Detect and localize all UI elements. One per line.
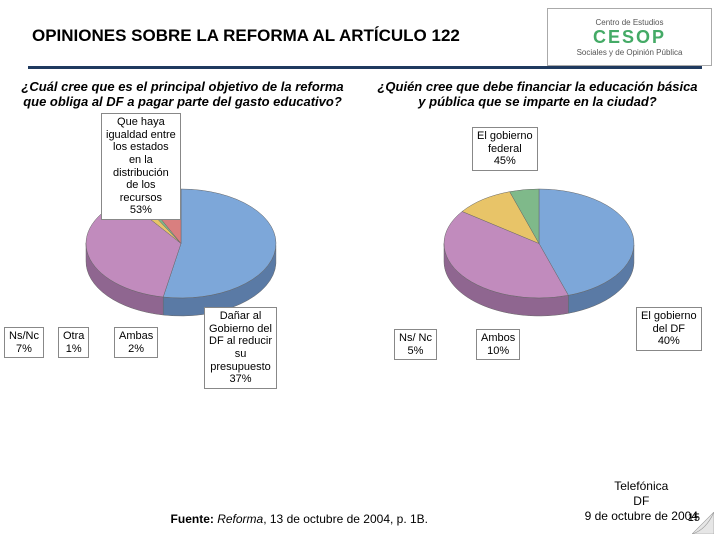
source-citation: Fuente: Reforma, 13 de octubre de 2004, … [18,512,581,526]
pie-slice-label: Ns/ Nc 5% [394,329,437,360]
meta-line-1: Telefónica [585,479,698,494]
logo-cesop: Centro de Estudios CESOP Sociales y de O… [547,8,712,66]
source-rest: , 13 de octubre de 2004, p. 1B. [263,512,428,526]
page-curl-icon [692,512,714,534]
page-title: OPINIONES SOBRE LA REFORMA AL ARTÍCULO 1… [0,8,547,54]
pie-chart-left: Que haya igualdad entre los estados en l… [6,119,356,399]
source-name: Reforma [217,512,263,526]
meta-line-3: 9 de octubre de 2004 [585,509,698,524]
question-left: ¿Cuál cree que es el principal objetivo … [20,79,345,109]
header: OPINIONES SOBRE LA REFORMA AL ARTÍCULO 1… [0,0,720,66]
footer: Fuente: Reforma, 13 de octubre de 2004, … [0,479,720,526]
pie-slice-label: El gobierno del DF 40% [636,307,702,351]
logo-bottom-text: Sociales y de Opinión Pública [577,48,683,57]
pie-slice-label: Que haya igualdad entre los estados en l… [101,113,181,220]
pie-slice-label: Dañar al Gobierno del DF al reducir su p… [204,307,277,389]
logo-acronym: CESOP [593,27,666,48]
charts-row: Que haya igualdad entre los estados en l… [0,109,720,399]
pie-slice-label: Ns/Nc 7% [4,327,44,358]
pie-chart-right: El gobierno federal 45% El gobierno del D… [364,119,714,399]
questions-row: ¿Cuál cree que es el principal objetivo … [0,69,720,109]
survey-meta: Telefónica DF 9 de octubre de 2004 [581,479,702,526]
pie-svg [434,179,644,344]
pie-slice-label: Otra 1% [58,327,89,358]
pie-slice-label: Ambas 2% [114,327,158,358]
question-right: ¿Quién cree que debe financiar la educac… [375,79,700,109]
source-prefix: Fuente: [171,512,218,526]
pie-slice-label: Ambos 10% [476,329,520,360]
logo-top-text: Centro de Estudios [595,18,663,27]
meta-line-2: DF [585,494,698,509]
pie-slice-label: El gobierno federal 45% [472,127,538,171]
